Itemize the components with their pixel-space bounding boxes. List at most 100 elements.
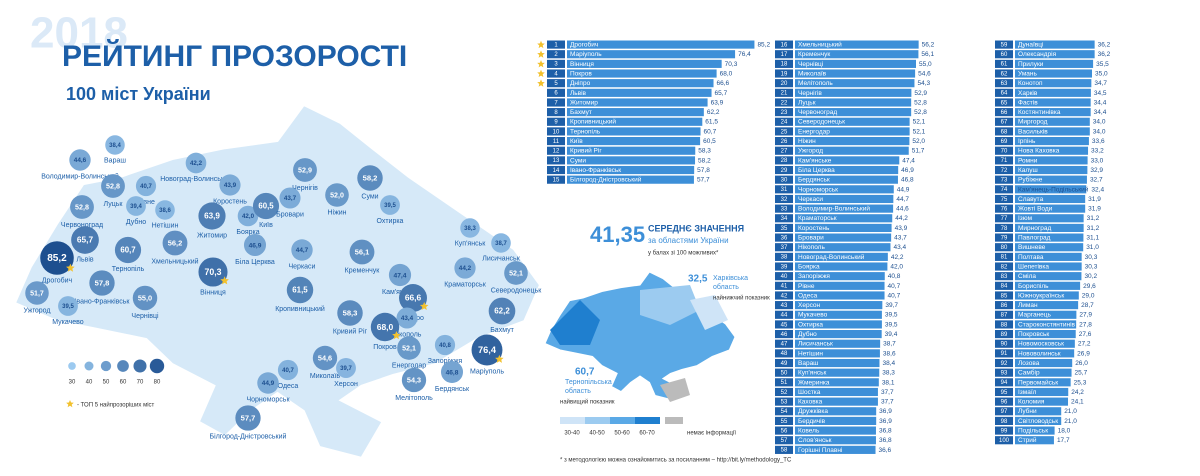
rank: 21: [781, 91, 788, 97]
rank-cell: [547, 59, 565, 68]
city: Охтирка: [798, 321, 823, 328]
city: Горішні Плавні: [798, 446, 842, 454]
score: 31,2: [1087, 225, 1100, 232]
score-bar: [795, 156, 900, 165]
score-bar: [1015, 310, 1077, 319]
score: 30,3: [1085, 254, 1098, 261]
score: 28,7: [1081, 302, 1094, 309]
legend-bubble-label: 40: [86, 380, 93, 386]
score-bar: [795, 339, 881, 348]
score: 27,8: [1079, 321, 1092, 328]
score-bar: [1015, 146, 1089, 155]
footnote: * з методологією можна ознайомитись за п…: [560, 457, 792, 464]
rank-cell: [775, 214, 793, 223]
score-bar: [567, 156, 696, 165]
rank: 39: [781, 264, 788, 270]
score-bar: [1015, 88, 1091, 97]
score-bar: [795, 358, 880, 368]
score: 31,2: [1087, 215, 1100, 222]
city-name: Бровари: [276, 211, 304, 218]
score: 24,1: [1071, 399, 1084, 406]
rank: 97: [1001, 409, 1008, 415]
city-score: 43,9: [224, 182, 237, 189]
city-name: Мукачево: [52, 319, 84, 326]
score-bar: [795, 368, 880, 377]
score-bar: [567, 165, 695, 175]
city-name: Мелітополь: [395, 394, 433, 402]
score: 21,0: [1064, 418, 1077, 425]
rank: 41: [781, 284, 788, 290]
city: Шостка: [798, 389, 821, 396]
city-score: 65,7: [77, 235, 94, 245]
city: Умань: [1018, 70, 1038, 77]
score: 44,9: [897, 186, 910, 193]
city-name: Охтирка: [377, 218, 404, 225]
city: Миколаїв: [798, 70, 827, 77]
city-score: 43,4: [401, 315, 414, 322]
score-bar: [795, 204, 894, 213]
city-name: Маріуполь: [470, 367, 504, 375]
rank-cell: [995, 108, 1013, 117]
average-note: у балах зі 100 можливих*: [648, 251, 719, 257]
rank: 49: [781, 361, 788, 367]
rank-cell: [995, 301, 1013, 310]
score: 52,9: [914, 90, 927, 97]
city: Костянтинівка: [1018, 108, 1061, 116]
city-bubble: [488, 297, 516, 325]
legend-bubble-label: 60: [120, 380, 127, 386]
rank-cell: [547, 137, 565, 146]
city: Ніжин: [798, 137, 816, 145]
score-bar: [1015, 416, 1062, 425]
score-bar: [1015, 127, 1090, 136]
city-bubble: [434, 334, 456, 356]
rank: 47: [781, 342, 788, 348]
city-bubble: [336, 358, 356, 378]
score-bar: [1015, 175, 1087, 184]
score-bar: [795, 185, 894, 194]
city: Київ: [570, 138, 583, 145]
city-name: Бахмут: [490, 327, 514, 334]
city-score: 46,9: [249, 242, 262, 249]
rank: 58: [781, 448, 788, 454]
city-bubble: [257, 372, 279, 394]
city-score: 38,7: [495, 241, 507, 247]
city-score: 38,4: [109, 143, 121, 149]
rank-cell: [547, 117, 565, 126]
score: 76,4: [738, 51, 751, 58]
rank: 32: [781, 197, 788, 203]
city-score: 42,2: [190, 160, 203, 167]
average-value: 41,35: [590, 222, 645, 247]
city-bubble: [460, 218, 480, 238]
top5-note: - ТОП 5 найпрозоріших міст: [77, 402, 155, 409]
score: 30,2: [1084, 273, 1097, 280]
city-name: Северодонецьк: [491, 288, 543, 295]
city-bubble: [454, 257, 476, 279]
city: Бердянськ: [798, 177, 830, 184]
crimea: [660, 378, 690, 402]
rank-cell: [547, 79, 565, 88]
rank: 63: [1001, 81, 1008, 87]
legend-label: 50-60: [614, 431, 630, 437]
city-bubble: [155, 200, 175, 220]
city-bubble: [40, 241, 74, 275]
city: Енергодар: [798, 128, 830, 135]
rank-cell: [547, 108, 565, 117]
city: Первомайськ: [1018, 378, 1058, 386]
rank: 9: [554, 120, 558, 126]
score-bar: [1015, 291, 1079, 300]
score: 65,7: [715, 90, 728, 97]
city: Кам'янець-Подільський: [1018, 185, 1089, 193]
city: Лиман: [1018, 302, 1038, 309]
rank: 1: [554, 42, 558, 48]
score: 54,3: [917, 80, 930, 87]
score-bar: [795, 59, 916, 68]
city-name: Київ: [259, 222, 273, 229]
city: Червоноград: [798, 109, 837, 116]
city-score: 56,2: [168, 238, 182, 247]
score: 32,9: [1090, 167, 1103, 174]
rank-cell: [547, 127, 565, 136]
score-bar: [567, 137, 701, 146]
city: Нетішин: [798, 349, 823, 357]
rank: 37: [781, 245, 788, 251]
rank: 30: [781, 178, 788, 184]
